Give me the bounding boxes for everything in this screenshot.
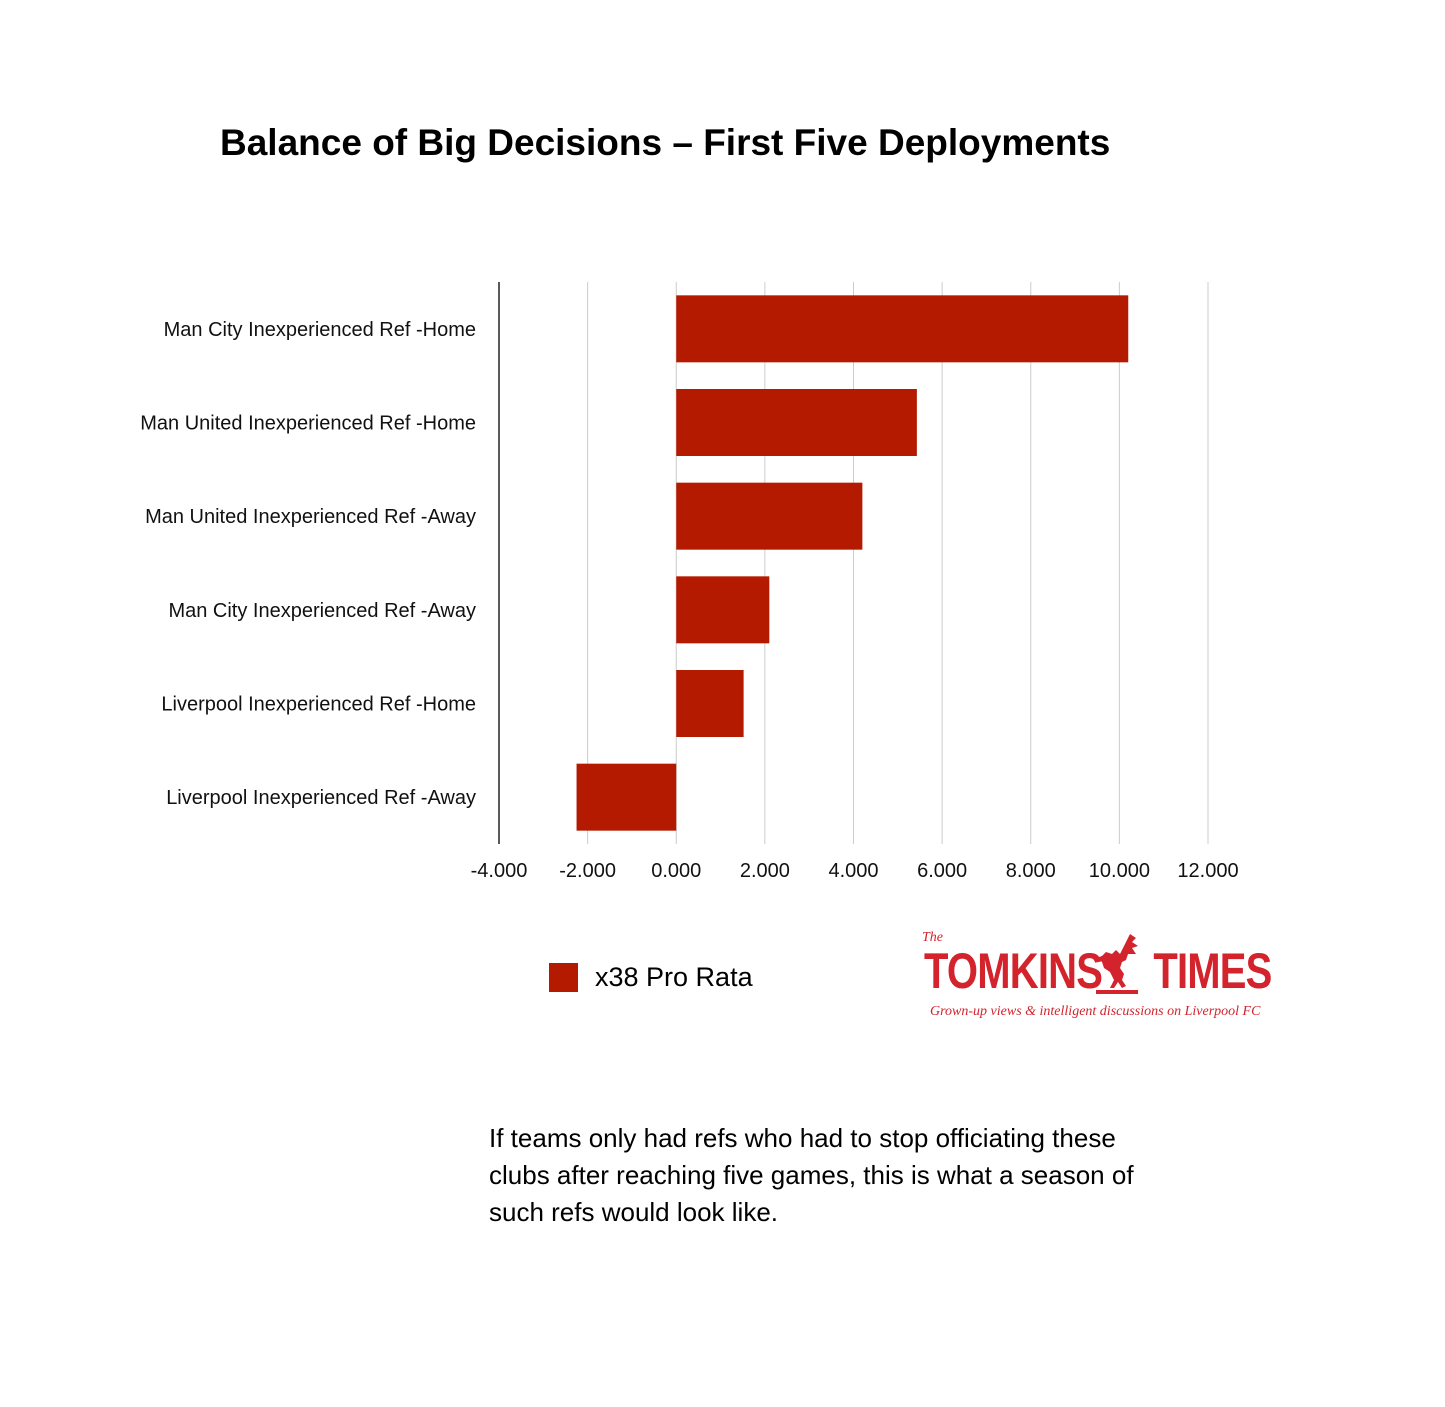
bar <box>676 670 744 737</box>
category-labels: Man City Inexperienced Ref -Home Man Unit… <box>140 319 476 809</box>
x-tick-label: -2.000 <box>559 860 616 882</box>
logo-name-left: TOMKINS <box>924 943 1103 999</box>
x-tick-label: 0.000 <box>651 860 701 882</box>
legend: x38 Pro Rata <box>549 962 753 993</box>
category-label: Liverpool Inexperienced Ref -Home <box>161 694 476 716</box>
bar <box>676 389 917 456</box>
category-label: Man City Inexperienced Ref -Away <box>168 600 476 622</box>
x-tick-label: 8.000 <box>1006 860 1056 882</box>
logo-tagline: Grown-up views & intelligent discussions… <box>930 1004 1261 1019</box>
bar <box>676 482 863 550</box>
x-tick-label: 4.000 <box>828 860 878 882</box>
bars <box>576 295 1129 831</box>
logo-wordmark: TOMKINS TIMES <box>924 942 1272 1000</box>
category-label: Man United Inexperienced Ref -Home <box>140 413 476 435</box>
category-label: Man City Inexperienced Ref -Home <box>164 319 476 341</box>
x-tick-labels: -4.000 -2.000 0.000 2.000 4.000 6.000 8.000 10.… <box>471 860 1239 882</box>
x-tick-label: 12.000 <box>1177 860 1238 882</box>
logo-the: The <box>922 930 943 945</box>
x-tick-label: 6.000 <box>917 860 967 882</box>
x-tick-label: 2.000 <box>740 860 790 882</box>
legend-label: x38 Pro Rata <box>595 962 753 992</box>
bar <box>676 295 1129 363</box>
category-label: Liverpool Inexperienced Ref -Away <box>166 787 476 809</box>
x-tick-label: -4.000 <box>471 860 528 882</box>
x-tick-label: 10.000 <box>1089 860 1150 882</box>
chart-title: Balance of Big Decisions – First Five De… <box>220 122 1111 163</box>
category-label: Man United Inexperienced Ref -Away <box>145 506 476 528</box>
bar <box>576 763 677 831</box>
legend-swatch <box>549 963 578 992</box>
caption: If teams only had refs who had to stop o… <box>489 1123 1134 1227</box>
logo-name-right: TIMES <box>1153 943 1272 999</box>
gridlines <box>498 282 1209 844</box>
liver-bird-icon <box>1096 934 1138 994</box>
bar <box>676 576 770 644</box>
tomkins-times-logo: The TOMKINS TIMES Grown-up views & intell… <box>920 930 1280 1025</box>
